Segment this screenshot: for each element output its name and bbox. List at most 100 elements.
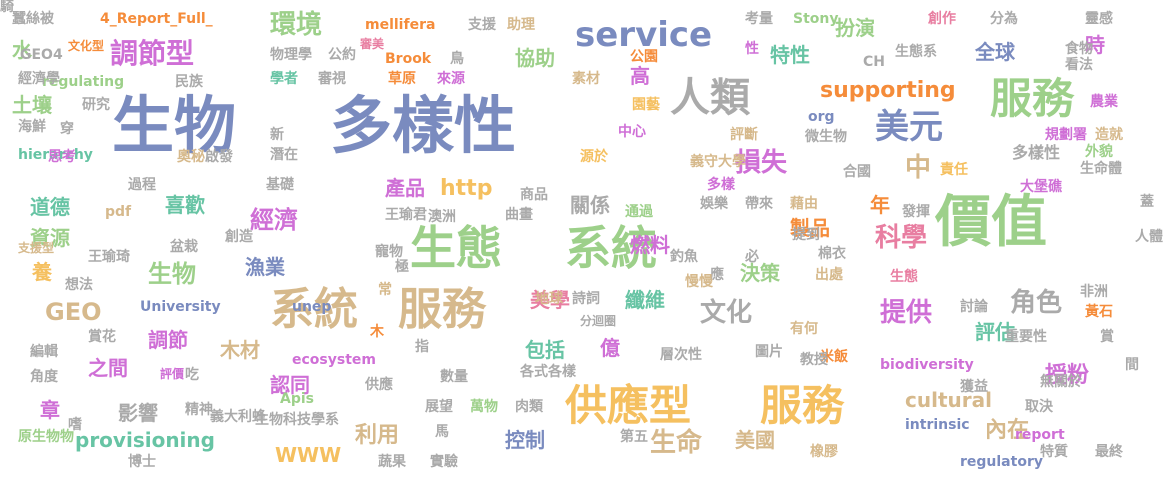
cloud-word: 應 (710, 267, 724, 283)
cloud-word: 生物科技學系 (255, 412, 339, 428)
cloud-word: 損失 (735, 148, 788, 178)
cloud-word: 中心 (618, 124, 646, 140)
cloud-word: 包括 (525, 338, 565, 362)
cloud-word: 創造 (225, 229, 253, 245)
cloud-word: 公園 (630, 49, 658, 65)
cloud-word: 供應型 (565, 381, 692, 430)
cloud-word: 討論 (960, 299, 988, 315)
cloud-word: 蓋 (1140, 194, 1154, 210)
cloud-word: 水 (12, 38, 32, 62)
cloud-word: 全球 (975, 40, 1015, 64)
cloud-word: 賞花 (88, 329, 116, 345)
cloud-word: GEO4 (20, 47, 63, 63)
cloud-word: 通過 (625, 204, 653, 220)
cloud-word: 年 (870, 193, 890, 217)
cloud-word: 數量 (440, 369, 468, 385)
cloud-word: 分迴圈 (580, 314, 617, 328)
cloud-word: 認同 (270, 373, 310, 397)
cloud-word: 多樣 (707, 177, 735, 193)
cloud-word: provisioning (75, 428, 215, 452)
cloud-word: 經濟 (250, 206, 298, 234)
cloud-word: 影響 (118, 401, 158, 425)
cloud-word: 道德 (30, 195, 70, 219)
cloud-word: 利用 (355, 423, 400, 448)
cloud-word: 看法 (1065, 57, 1093, 73)
cloud-word: 時 (1085, 33, 1105, 57)
cloud-word: 王瑜君 (385, 207, 427, 223)
cloud-word: 編輯 (30, 344, 58, 360)
cloud-word: 吃 (185, 367, 199, 383)
cloud-word: 產品 (385, 176, 425, 200)
cloud-word: 盆栽 (170, 239, 198, 255)
cloud-word: 人類 (670, 75, 750, 121)
cloud-word: 啟發 (205, 149, 233, 165)
cloud-word: 最終 (1095, 444, 1123, 460)
cloud-word: http (440, 176, 493, 201)
cloud-word: 原生物物 (18, 429, 74, 445)
cloud-word: 評斷 (730, 127, 758, 143)
cloud-word: unep (292, 299, 332, 315)
cloud-word: 義守大學 (690, 154, 746, 170)
cloud-word: 靈感 (1085, 11, 1113, 27)
cloud-word: 審視 (318, 71, 346, 87)
cloud-word: ecosystem (292, 352, 376, 368)
cloud-word: 源於 (580, 149, 608, 165)
cloud-word: regulatory (960, 454, 1043, 470)
cloud-word: 生態系 (895, 44, 937, 60)
cloud-word: 多樣性 (330, 89, 517, 162)
cloud-word: supporting (820, 78, 956, 103)
cloud-word: 義大利蜂 (210, 409, 266, 425)
cloud-word: 王瑜琦 (88, 249, 130, 265)
cloud-word: 重要性 (1005, 329, 1047, 345)
cloud-word: 圖片 (755, 344, 783, 360)
cloud-word: 章 (40, 398, 60, 422)
cloud-word: 評價 (160, 367, 185, 381)
cloud-word: 基礎 (266, 177, 294, 193)
cloud-word: 米飯 (820, 349, 848, 365)
cloud-word: 賞 (1100, 329, 1114, 345)
cloud-word: 必 (745, 249, 759, 265)
cloud-word: 科學 (875, 223, 928, 253)
cloud-word: 纖維 (625, 288, 665, 312)
cloud-word: 學者 (270, 71, 298, 87)
cloud-word: 特質 (1040, 444, 1068, 460)
cloud-word: 有何 (790, 321, 818, 337)
cloud-word: 園藝 (632, 97, 660, 113)
cloud-word: 帶來 (745, 196, 773, 212)
cloud-word: 生命體 (1080, 161, 1122, 177)
cloud-word: 寵物 (375, 244, 403, 260)
cloud-word: 海鮮 (18, 119, 46, 135)
cloud-word: 角度 (30, 369, 58, 385)
cloud-word: 研究 (82, 97, 110, 113)
cloud-word: 棉衣 (818, 246, 846, 262)
cloud-word: 實驗 (430, 454, 458, 470)
cloud-word: Brook (385, 51, 432, 67)
cloud-word: 層次性 (660, 347, 702, 363)
cloud-word: University (140, 299, 221, 315)
cloud-word: 展望 (425, 399, 453, 415)
cloud-word: 授粉 (1045, 363, 1090, 388)
cloud-word: 蔬果 (378, 454, 406, 470)
cloud-word: 提到 (792, 227, 820, 243)
cloud-word: 生物 (112, 89, 237, 162)
cloud-word: 鳥 (450, 51, 464, 67)
cloud-word: 藉由 (790, 196, 818, 212)
cloud-word: 供應 (365, 377, 393, 393)
cloud-word: 微生物 (805, 129, 847, 145)
cloud-word: 文化 (700, 298, 753, 328)
cloud-word: 指 (415, 339, 429, 355)
cloud-word: 嗜 (68, 417, 82, 433)
cloud-word: 喜歡 (165, 193, 205, 217)
cloud-word: 系統 (565, 221, 657, 275)
cloud-word: report (1015, 427, 1065, 443)
cloud-word: 精神 (185, 402, 213, 418)
cloud-word: 服務 (990, 74, 1075, 123)
cloud-word: 無關於 (1040, 374, 1082, 390)
cloud-word: 商品 (520, 187, 548, 203)
cloud-word: 各式各樣 (520, 364, 576, 380)
cloud-word: 萬物 (470, 399, 498, 415)
cloud-word: 生態 (410, 221, 502, 275)
cloud-word: 美學 (530, 288, 570, 312)
cloud-word: WWW (275, 443, 342, 467)
cloud-word: 馬 (435, 424, 449, 440)
